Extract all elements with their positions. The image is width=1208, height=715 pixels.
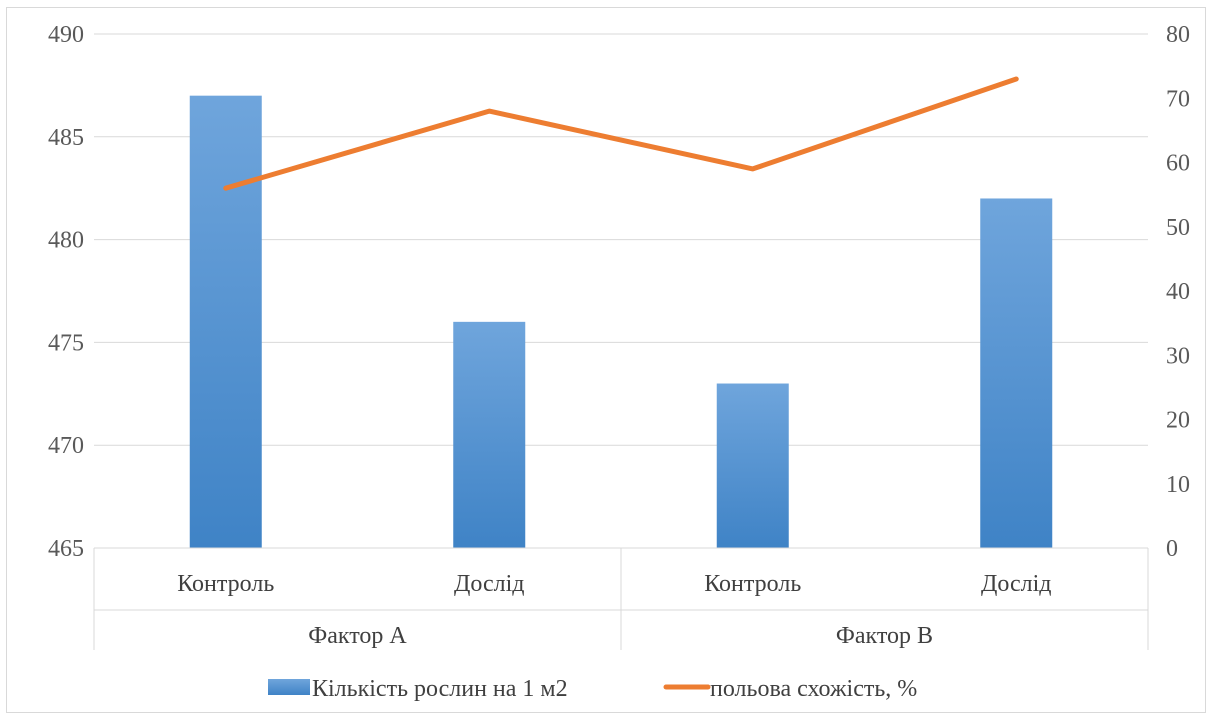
right-tick-label: 20 <box>1166 408 1190 434</box>
right-tick-label: 50 <box>1166 215 1190 241</box>
right-tick-label: 10 <box>1166 472 1190 498</box>
left-tick-label: 490 <box>48 22 84 48</box>
group-label: Фактор В <box>836 623 933 649</box>
legend-swatch-bar <box>268 679 310 695</box>
legend: Кількість рослин на 1 м2 польова схожість… <box>268 676 917 702</box>
gridlines <box>94 33 1148 446</box>
bar <box>189 95 262 549</box>
category-label: Дослід <box>454 571 524 597</box>
right-tick-label: 70 <box>1166 86 1190 112</box>
category-label: Контроль <box>177 571 274 597</box>
bar <box>716 383 789 548</box>
bar-series <box>189 95 1053 549</box>
category-label: Дослід <box>981 571 1051 597</box>
right-tick-label: 80 <box>1166 22 1190 48</box>
category-axis: Контроль Дослід Контроль Дослід Фактор А Факт… <box>93 547 1149 650</box>
left-tick-label: 480 <box>48 228 84 254</box>
left-axis: 465 470 475 480 485 490 <box>48 22 84 562</box>
left-tick-label: 470 <box>48 433 84 459</box>
left-tick-label: 475 <box>48 330 84 356</box>
group-label: Фактор А <box>308 623 407 649</box>
left-tick-label: 465 <box>48 536 84 562</box>
bar <box>980 198 1053 549</box>
left-tick-label: 485 <box>48 125 84 151</box>
legend-label: Кількість рослин на 1 м2 <box>312 676 568 702</box>
right-tick-label: 60 <box>1166 151 1190 177</box>
legend-label: польова схожість, % <box>710 676 917 702</box>
category-label: Контроль <box>704 571 801 597</box>
bar <box>453 321 526 548</box>
right-tick-label: 40 <box>1166 279 1190 305</box>
series-line <box>223 76 1019 191</box>
right-axis: 0 10 20 30 40 50 60 70 80 <box>1166 22 1190 562</box>
right-tick-label: 30 <box>1166 343 1190 369</box>
chart-frame <box>6 7 1206 713</box>
line-series <box>223 76 1019 191</box>
right-tick-label: 0 <box>1166 536 1178 562</box>
